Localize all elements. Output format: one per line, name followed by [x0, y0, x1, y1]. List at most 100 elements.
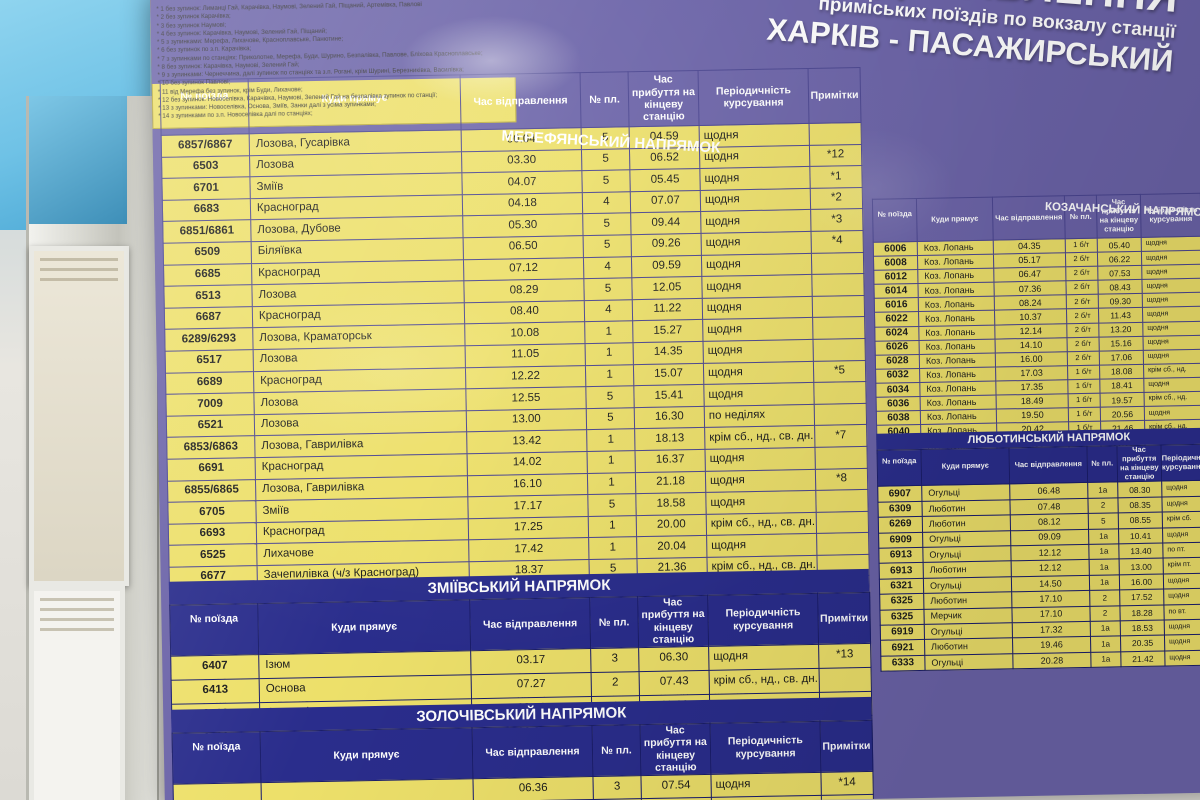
arrival-cell: 17.52: [1119, 589, 1164, 606]
periodicity-cell: щодня: [1141, 250, 1200, 266]
periodicity-cell: крім сб., нд.: [1144, 391, 1200, 407]
departure-cell: 07.27: [471, 672, 592, 699]
train-no-cell: 6919: [880, 624, 925, 641]
arrival-cell: 18.53: [1120, 619, 1165, 637]
train-no-cell: 6687: [164, 306, 253, 330]
departure-cell: 19.46: [1012, 636, 1091, 654]
train-no-cell: 6907: [877, 485, 922, 503]
note-cell: [814, 446, 868, 469]
note-cell: [814, 403, 867, 426]
footnotes-list: * 1 без зупинок: Лиманці Гай, Карачівка,…: [156, 0, 510, 121]
train-no-cell: 6333: [880, 655, 926, 672]
arrival-cell: 21.18: [635, 470, 706, 494]
destination-cell: Коз. Лопань: [917, 282, 995, 298]
platform-cell: 2 б/т: [1066, 322, 1099, 338]
arrival-cell: 15.41: [633, 384, 705, 408]
departure-cell: 09.09: [1010, 528, 1089, 546]
departure-cell: 17.03: [995, 365, 1068, 382]
departure-cell: 06.50: [463, 235, 584, 260]
periodicity-cell: щодня: [702, 339, 814, 363]
train-no-cell: 6509: [163, 241, 252, 265]
arrival-cell: 09.59: [631, 255, 702, 278]
periodicity-cell: по п'ятницях: [711, 794, 822, 800]
departure-cell: 12.12: [1010, 544, 1090, 562]
notice-board-upper: [29, 246, 129, 586]
arrival-cell: 20.04: [636, 535, 707, 559]
platform-cell: 1а: [1088, 543, 1120, 560]
arrival-cell: 20.56: [1100, 406, 1145, 422]
platform-cell: 1а: [1090, 620, 1121, 637]
periodicity-cell: щодня: [700, 188, 811, 212]
departure-cell: 12.14: [994, 323, 1067, 339]
window-glass: [29, 96, 127, 224]
departure-cell: 07.12: [463, 257, 584, 281]
platform-cell: 1 б/т: [1065, 238, 1098, 253]
note-cell: [815, 489, 869, 513]
arrival-cell: 11.43: [1098, 307, 1143, 323]
col-departure: Час відправлення: [469, 597, 591, 651]
periodicity-cell: щодня: [702, 296, 813, 320]
timetable-board: РОЗКЛАД РУХУ ВІДПРАВЛЕННЯ приміських пої…: [150, 0, 1200, 800]
arrival-cell: 17.06: [1099, 350, 1144, 366]
platform-cell: 5: [586, 407, 635, 430]
platform-cell: 2 б/т: [1065, 252, 1098, 267]
periodicity-cell: щодня: [701, 274, 813, 299]
platform-cell: 4: [582, 191, 631, 214]
periodicity-cell: щодня: [1141, 264, 1200, 280]
platform-cell: 3: [592, 775, 642, 800]
destination-cell: Коз. Лопань: [919, 352, 996, 369]
departure-cell: 17.25: [468, 516, 589, 541]
periodicity-cell: щодня: [1161, 480, 1200, 497]
arrival-cell: 09.26: [631, 233, 702, 257]
platform-cell: 1а: [1088, 528, 1119, 545]
periodicity-cell: щодня: [710, 771, 822, 797]
departure-cell: 16.00: [995, 351, 1068, 367]
platform-cell: 1: [585, 364, 634, 387]
train-no-cell: 6032: [875, 368, 920, 384]
arrival-cell: 16.37: [634, 449, 706, 473]
liubotynskyi-table: № поїзда Куди прямує Час відправлення № …: [877, 443, 1200, 672]
train-no-cell: 6012: [873, 269, 918, 285]
arrival-cell: 16.30: [634, 406, 705, 430]
arrival-cell: 05.45: [629, 168, 701, 192]
arrival-cell: 07.07: [630, 190, 701, 214]
train-no-cell: 6309: [877, 501, 923, 518]
train-no-cell: 6909: [878, 531, 923, 549]
periodicity-cell: щодня: [704, 447, 816, 471]
arrival-cell: 08.43: [1097, 279, 1143, 295]
periodicity-cell: щодня: [1163, 588, 1200, 605]
periodicity-cell: щодня: [708, 643, 819, 670]
departure-cell: 08.12: [1010, 513, 1089, 531]
departure-cell: 04.07: [461, 170, 583, 195]
periodicity-cell: щодня: [703, 382, 815, 407]
platform-cell: 1: [586, 450, 636, 474]
note-cell: *1: [809, 165, 863, 189]
periodicity-cell: крім сб.: [1162, 511, 1200, 528]
periodicity-cell: щодня: [1143, 349, 1200, 365]
footnotes-block: Примітки: * 1 без зупинок: Лиманці Гай, …: [150, 0, 517, 129]
note-cell: [818, 666, 872, 692]
destination-cell: Коз. Лопань: [920, 395, 997, 411]
periodicity-cell: щодня: [1163, 572, 1200, 590]
departure-cell: 19.50: [996, 407, 1069, 424]
departure-cell: 05.30: [462, 213, 584, 238]
periodicity-cell: щодня: [1143, 377, 1200, 393]
departure-cell: 08.29: [463, 278, 585, 303]
train-no-cell: 6851/6861: [162, 220, 252, 244]
departure-cell: 04.35: [993, 238, 1066, 255]
destination-cell: Мерчик: [923, 607, 1013, 625]
train-no-cell: 6036: [876, 396, 921, 412]
train-no-cell: 6513: [163, 284, 253, 309]
notice-board-lower: [29, 586, 125, 800]
arrival-cell: 12.05: [631, 276, 703, 300]
col-train-no: № поїзда: [169, 603, 259, 656]
train-no-cell: 6024: [874, 326, 920, 341]
departure-cell: 06.48: [1009, 482, 1088, 500]
departure-cell: 06.47: [993, 266, 1066, 283]
note-cell: *14: [820, 770, 874, 795]
departure-cell: 14.02: [467, 451, 588, 476]
platform-cell: 2: [591, 671, 640, 697]
platform-cell: 1а: [1089, 559, 1120, 576]
train-no-cell: 6016: [874, 297, 919, 313]
arrival-cell: 13.00: [1119, 558, 1164, 575]
